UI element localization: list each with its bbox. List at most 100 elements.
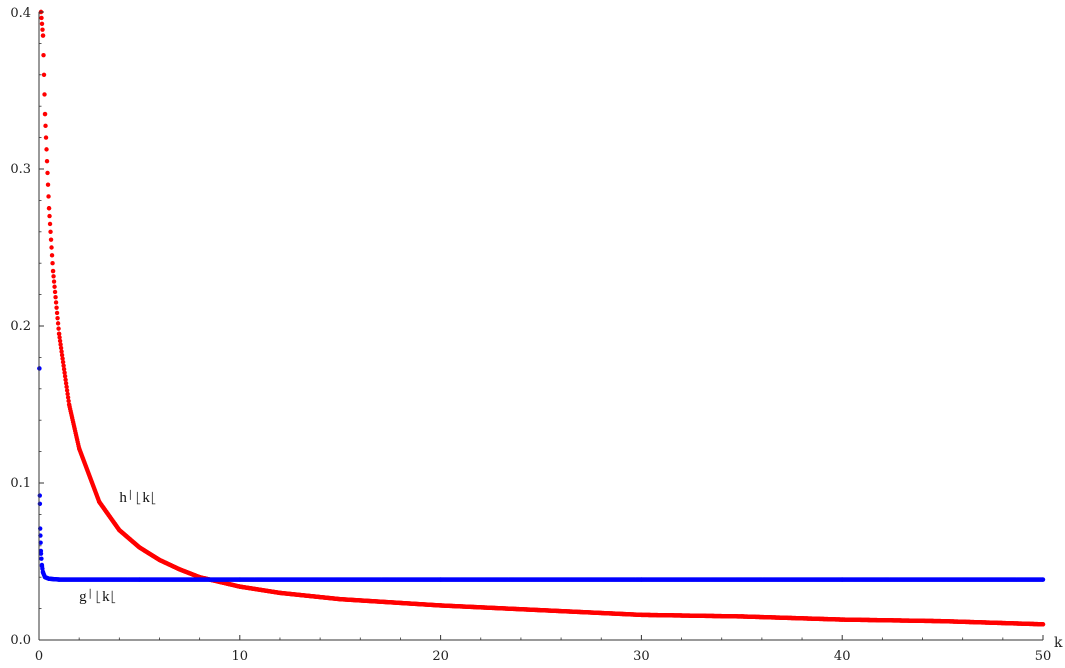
series-h-dot — [56, 326, 61, 331]
series-h-dot — [55, 315, 60, 321]
data-point — [56, 331, 62, 337]
data-point — [438, 603, 443, 608]
label-bracket — [111, 590, 116, 604]
series-h-dot — [57, 338, 63, 344]
data-point — [639, 612, 644, 618]
series-h-dot — [40, 27, 45, 32]
series-h-dot — [61, 366, 67, 372]
y-tick-label: 0.1 — [10, 476, 31, 491]
data-point — [739, 614, 744, 619]
series-h-dot — [43, 123, 48, 129]
series-h-dot — [46, 194, 51, 199]
label-bracket — [89, 588, 101, 604]
data-point — [137, 545, 142, 550]
data-point — [237, 577, 242, 582]
series-label-name: g — [79, 589, 87, 605]
series-h-dot — [59, 352, 65, 358]
series-h-dot — [47, 213, 52, 219]
series-label-arg: k — [102, 589, 110, 605]
y-tick-label: 0.4 — [10, 6, 31, 21]
series-label-name: h — [119, 490, 127, 506]
series-h-dot — [45, 170, 50, 176]
series-h-dot — [65, 395, 71, 400]
series-g — [37, 366, 1046, 582]
data-point — [1040, 577, 1046, 582]
data-point — [538, 607, 544, 613]
series-h-dot — [52, 289, 58, 295]
y-tick-label: 0.3 — [10, 162, 31, 177]
series-h-dot — [60, 359, 66, 365]
series-h-dot — [44, 158, 50, 164]
series-h-dot — [63, 381, 69, 386]
data-point — [639, 577, 644, 582]
data-point — [1040, 622, 1046, 627]
label-bracket — [151, 491, 156, 505]
data-point — [338, 596, 343, 602]
series-layer — [37, 9, 1046, 627]
series-h-dot — [58, 345, 64, 351]
series-h-dot — [52, 284, 57, 289]
series-h — [38, 9, 1046, 627]
data-point — [840, 577, 845, 582]
data-point — [97, 499, 102, 505]
series-h-dot — [63, 377, 68, 382]
data-point — [177, 567, 182, 572]
label-bracket — [129, 489, 141, 505]
series-h-dot — [58, 342, 63, 347]
data-point — [56, 577, 62, 582]
series-h-dot — [42, 92, 47, 97]
series-h-dot — [50, 261, 55, 266]
data-point — [42, 111, 48, 117]
series-h-dot — [61, 363, 66, 368]
data-point — [46, 576, 52, 581]
series-h-dot — [64, 388, 70, 393]
data-point — [157, 557, 162, 563]
data-point — [66, 402, 72, 407]
series-label-arg: k — [142, 490, 150, 506]
data-point — [42, 575, 48, 580]
series-h-dot — [39, 21, 45, 26]
series-h-dot — [49, 253, 55, 258]
x-tick-label: 30 — [633, 649, 650, 664]
data-point — [277, 590, 283, 596]
series-h-dot — [41, 72, 47, 78]
x-tick-label: 50 — [1035, 649, 1052, 664]
series-h-dot — [48, 229, 53, 234]
series-h-dot — [65, 391, 70, 397]
data-point — [40, 570, 46, 575]
data-point — [840, 617, 845, 622]
data-point — [39, 564, 45, 569]
x-tick-label: 20 — [432, 649, 449, 664]
y-tick-label: 0.0 — [10, 633, 31, 648]
series-h-dot — [47, 221, 53, 227]
axes-layer — [38, 12, 1043, 641]
series-h-dot — [64, 384, 69, 390]
series-h-dot — [60, 356, 65, 361]
y-tick-label: 0.2 — [10, 319, 31, 334]
series-h-dot — [54, 305, 59, 310]
data-point — [117, 527, 122, 533]
series-h-dot — [44, 147, 49, 152]
series-h-dot — [51, 279, 57, 284]
series-h-dot — [41, 52, 46, 58]
x-tick-label: 10 — [232, 649, 249, 664]
series-g-dot — [37, 501, 43, 506]
series-h-dot — [55, 321, 61, 326]
data-point — [46, 206, 52, 211]
series-h-dot — [57, 335, 62, 340]
series-h-dot — [48, 237, 54, 242]
data-point — [76, 446, 82, 451]
series-h-dot — [53, 295, 58, 300]
series-h-dot — [54, 310, 60, 316]
x-axis-label: k — [1054, 635, 1063, 651]
data-point — [438, 577, 443, 582]
series-h-dot — [43, 135, 49, 140]
data-point — [50, 268, 56, 274]
series-g-dot — [39, 556, 44, 561]
data-point — [40, 33, 46, 38]
data-point — [940, 618, 945, 624]
series-h-dot — [62, 370, 67, 375]
series-h-dot — [59, 349, 64, 354]
